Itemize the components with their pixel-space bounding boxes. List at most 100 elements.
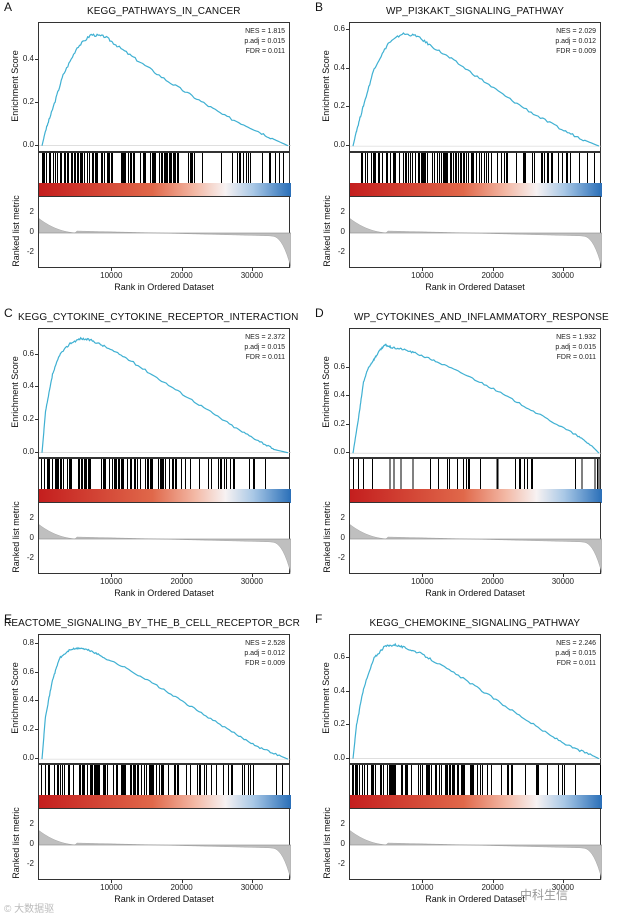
- x-tick: [422, 574, 424, 577]
- metric-area: [39, 218, 291, 269]
- ranked-metric-plot: [349, 196, 602, 269]
- es-y-tick: [346, 67, 349, 69]
- es-y-tick-label: 0.8: [22, 637, 34, 647]
- hit-strip: [38, 152, 291, 197]
- metric-y-tick-label: 0: [340, 227, 345, 236]
- y-axis-label: Enrichment Score: [321, 356, 331, 428]
- es-y-tick: [346, 757, 349, 759]
- x-tick-label: 30000: [240, 883, 263, 892]
- x-tick-label: 30000: [551, 577, 574, 586]
- stat-padj: p.adj = 0.015: [244, 344, 285, 351]
- x-axis-label: Rank in Ordered Dataset: [114, 282, 214, 292]
- stat-padj: p.adj = 0.012: [555, 38, 596, 45]
- metric-y-tick-label: 2: [340, 513, 345, 522]
- es-y-tick-label: 0.2: [22, 414, 34, 424]
- stat-padj: p.adj = 0.012: [244, 650, 285, 657]
- metric-axis-label: Ranked list metric: [11, 807, 21, 879]
- metric-area: [39, 524, 291, 575]
- hits-svg: [350, 765, 602, 809]
- enrichment-score-line: [352, 343, 600, 454]
- es-y-tick: [346, 366, 349, 368]
- panel-label: E: [4, 612, 13, 626]
- es-y-tick: [35, 59, 38, 61]
- x-tick: [181, 574, 183, 577]
- es-y-tick-label: 0.0: [333, 447, 345, 457]
- enrichment-plot: NES = 2.372 p.adj = 0.015 FDR = 0.011: [38, 328, 291, 458]
- enrichment-plot: NES = 1.932 p.adj = 0.015 FDR = 0.011: [349, 328, 602, 458]
- chart-title: REACTOME_SIGNALING_BY_THE_B_CELL_RECEPTO…: [4, 618, 300, 629]
- stat-nes: NES = 1.932: [556, 334, 596, 341]
- hits-svg: [39, 459, 291, 503]
- panel-label: D: [315, 306, 324, 320]
- stat-fdr: FDR = 0.011: [556, 660, 596, 667]
- stat-padj: p.adj = 0.015: [555, 344, 596, 351]
- x-tick: [492, 268, 494, 271]
- stat-padj: p.adj = 0.015: [555, 650, 596, 657]
- enrichment-score-line: [41, 336, 289, 454]
- watermark-left: © 大数据驱: [4, 904, 55, 915]
- es-y-tick-label: 0.2: [22, 724, 34, 734]
- metric-axis-label: Ranked list metric: [322, 195, 332, 267]
- gsea-panel-D: D WP_CYTOKINES_AND_INFLAMMATORY_RESPONSE N…: [311, 306, 622, 612]
- enrichment-score-line: [41, 646, 289, 760]
- metric-axis-label: Ranked list metric: [322, 501, 332, 573]
- x-tick: [111, 268, 113, 271]
- x-tick-label: 20000: [481, 883, 504, 892]
- y-axis-label: Enrichment Score: [10, 356, 20, 428]
- y-axis-label: Enrichment Score: [321, 662, 331, 734]
- es-y-tick: [346, 145, 349, 147]
- enrichment-svg: [350, 642, 602, 760]
- x-tick-label: 10000: [100, 271, 123, 280]
- ranked-metric-plot: [38, 808, 291, 881]
- es-y-tick-label: 0.6: [333, 361, 345, 371]
- gsea-panel-C: C KEGG_CYTOKINE_CYTOKINE_RECEPTOR_INTERAC…: [0, 306, 311, 612]
- x-tick: [562, 268, 564, 271]
- x-tick-label: 20000: [170, 577, 193, 586]
- enrichment-svg: [350, 32, 602, 147]
- hits-svg: [350, 153, 602, 197]
- x-tick: [181, 268, 183, 271]
- panel-label: B: [315, 0, 324, 14]
- x-tick: [251, 268, 253, 271]
- es-y-tick-label: 0.0: [333, 140, 345, 150]
- panel-label: A: [4, 0, 13, 14]
- metric-axis-label: Ranked list metric: [11, 195, 21, 267]
- x-tick-label: 30000: [240, 577, 263, 586]
- es-y-tick-label: 0.4: [333, 390, 345, 400]
- stats-box: NES = 2.528 p.adj = 0.012 FDR = 0.009: [244, 639, 285, 669]
- x-axis-label: Rank in Ordered Dataset: [114, 588, 214, 598]
- es-y-tick: [346, 452, 349, 454]
- metric-y-tick-label: 0: [29, 839, 34, 848]
- gsea-panel-E: E REACTOME_SIGNALING_BY_THE_B_CELL_RECEPT…: [0, 612, 311, 918]
- x-tick-label: 30000: [551, 271, 574, 280]
- hit-strip: [349, 152, 602, 197]
- es-y-tick-label: 0.4: [333, 685, 345, 695]
- x-tick-label: 20000: [481, 271, 504, 280]
- metric-svg: [350, 830, 602, 881]
- stat-nes: NES = 2.528: [245, 640, 285, 647]
- x-tick: [111, 574, 113, 577]
- enrichment-plot: NES = 2.528 p.adj = 0.012 FDR = 0.009: [38, 634, 291, 764]
- metric-y-tick-label: 2: [29, 513, 34, 522]
- heat-bar: [39, 489, 291, 503]
- es-y-tick: [35, 729, 38, 731]
- es-y-tick-label: 0.0: [22, 446, 34, 456]
- x-axis-label: Rank in Ordered Dataset: [114, 894, 214, 904]
- es-y-tick: [35, 451, 38, 453]
- metric-svg: [350, 218, 602, 269]
- metric-svg: [39, 218, 291, 269]
- stat-nes: NES = 1.815: [245, 28, 285, 35]
- es-y-tick-label: 0.2: [333, 719, 345, 729]
- stat-fdr: FDR = 0.009: [556, 48, 596, 55]
- metric-y-tick-label: -2: [26, 247, 34, 256]
- enrichment-svg: [39, 33, 291, 147]
- x-tick: [251, 880, 253, 883]
- x-tick-label: 20000: [170, 883, 193, 892]
- es-y-tick: [346, 28, 349, 30]
- metric-svg: [350, 524, 602, 575]
- metric-y-tick-label: 2: [29, 207, 34, 216]
- es-y-tick: [35, 386, 38, 388]
- x-tick-label: 20000: [170, 271, 193, 280]
- hits-svg: [39, 765, 291, 809]
- y-axis-label: Enrichment Score: [10, 662, 20, 734]
